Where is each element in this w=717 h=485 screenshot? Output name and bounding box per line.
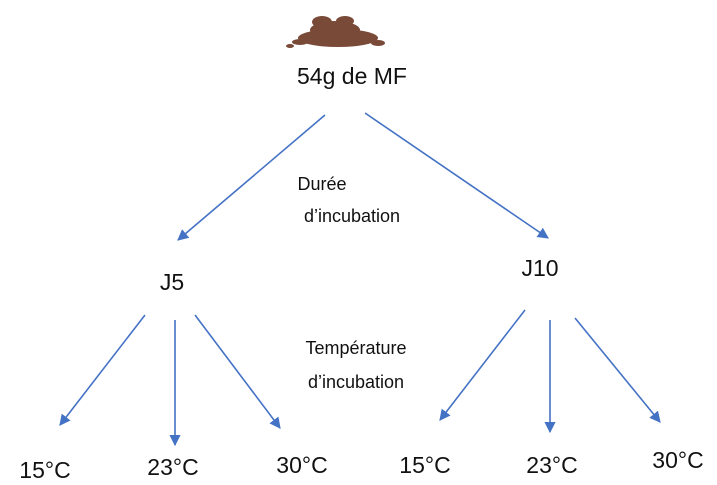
soil-icon xyxy=(286,16,385,48)
arrow xyxy=(574,317,661,423)
edge-label: Durée xyxy=(297,174,346,194)
arrow xyxy=(177,114,326,241)
arrow xyxy=(194,314,281,429)
node-label: J10 xyxy=(521,255,558,281)
edge-label: d’incubation xyxy=(304,206,400,226)
arrow xyxy=(364,112,549,239)
root-label: 54g de MF xyxy=(297,63,407,89)
leaf-label: 23°C xyxy=(526,452,577,478)
edge-label: Température xyxy=(305,338,406,358)
leaf-label: 23°C xyxy=(147,454,198,480)
leaf-label: 15°C xyxy=(19,457,70,483)
arrow xyxy=(439,309,526,421)
leaf-label: 30°C xyxy=(652,447,703,473)
arrow xyxy=(59,314,146,426)
leaf-label: 15°C xyxy=(399,452,450,478)
node-label: J5 xyxy=(160,269,184,295)
edge-label: d’incubation xyxy=(308,372,404,392)
leaf-label: 30°C xyxy=(276,452,327,478)
